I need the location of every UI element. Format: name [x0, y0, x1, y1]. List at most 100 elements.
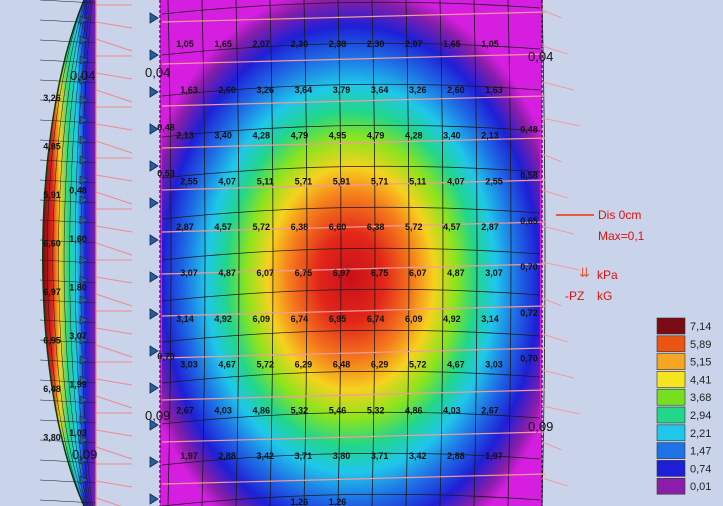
side-support-marker-icon [79, 35, 89, 45]
cell-value-label: 3,26 [409, 85, 427, 95]
cell-value-label: 4,87 [447, 268, 465, 278]
mesh-horizontal-line [161, 42, 541, 56]
side-mesh-line [39, 239, 97, 244]
legend-swatch [656, 477, 686, 495]
cell-value-label: 6,38 [291, 222, 309, 232]
pressure-line [161, 137, 546, 149]
legend-swatch [656, 353, 686, 370]
cell-value-label: 4,67 [447, 360, 465, 370]
mesh-horizontal-line [161, 83, 541, 97]
cell-value-label: 1,05 [176, 39, 194, 49]
side-support-marker-icon [79, 135, 89, 145]
legend-label: 5,89 [690, 339, 711, 351]
side-support-marker-icon [79, 55, 89, 65]
cell-value-label: 4,95 [329, 131, 347, 141]
side-mesh-line [39, 419, 97, 424]
cell-value-label: 4,92 [443, 314, 461, 324]
cell-value-label: 4,86 [405, 405, 423, 415]
cell-value-label: 2,87 [481, 222, 499, 232]
cell-value-label: 4,92 [214, 314, 232, 324]
cell-value-label: 4,67 [218, 360, 236, 370]
legend-swatch [656, 442, 686, 459]
side-value-label: 1,99 [69, 380, 87, 390]
side-pressure-line [95, 72, 133, 80]
side-mesh-line [39, 139, 97, 144]
cell-value-label: 2,55 [180, 176, 198, 186]
cell-value-label: 6,95 [329, 314, 347, 324]
cell-value-label: 3,40 [443, 131, 461, 141]
plate-mesh [161, 0, 546, 506]
side-mesh-line [39, 479, 97, 484]
mesh-horizontal-line [161, 329, 541, 343]
cell-value-label: 5,72 [409, 360, 427, 370]
side-support-marker-icon [79, 455, 89, 465]
mesh-vertical-line [269, 0, 274, 506]
mesh-vertical-line [201, 0, 206, 506]
mesh-vertical-line [405, 0, 410, 506]
plate-value-labels: 1,05 1,65 2,07 2,30 2,38 2,30 2,07 1,65 1,05 1,63… [157, 39, 538, 506]
cell-value-label: 1,65 [443, 39, 461, 49]
cell-value-label: 5,46 [329, 405, 347, 415]
legend-label: 2,94 [690, 410, 711, 422]
cell-value-label: 4,79 [367, 131, 385, 141]
cell-value-label: 4,07 [447, 176, 465, 186]
disp-top-right: 0,04 [528, 49, 553, 64]
pressure-line [161, 347, 546, 359]
side-support-marker-icon [79, 355, 89, 365]
cell-value-label: 3,07 [180, 268, 198, 278]
pressure-line [541, 153, 563, 163]
side-support-marker-icon [79, 215, 89, 225]
cell-value-label: 3,42 [256, 451, 274, 461]
side-mesh-line [39, 339, 97, 344]
side-value-label: 6,48 [43, 384, 61, 394]
side-mesh-line [39, 99, 97, 104]
mesh-horizontal-line [161, 206, 541, 220]
mesh-vertical-line [439, 0, 444, 506]
pressure-line [541, 441, 563, 451]
side-mesh-line [39, 359, 97, 364]
pressure-line [541, 261, 581, 271]
cell-value-label: 3,03 [180, 360, 198, 370]
mesh-vertical-line [473, 0, 478, 506]
color-legend: 7,14 5,89 5,15 4,41 3,68 2,94 2,21 1,47 0,74 0,01 [656, 317, 711, 495]
pressure-line [541, 9, 563, 19]
pressure-line [541, 189, 569, 199]
legend-label: 1,47 [690, 446, 711, 458]
kg-label: kG [597, 289, 612, 303]
side-elevation-panel: 3,26 4,85 0,48 5,91 1,60 6,60 1,80 6,97 3,07 6,95… [39, 0, 133, 506]
cell-value-label: 3,79 [333, 85, 351, 95]
support-marker-icon [149, 493, 159, 505]
cell-value-label: 6,97 [333, 268, 351, 278]
side-mesh-line [39, 399, 97, 404]
side-pressure-line [95, 293, 133, 307]
cell-value-label: 2,13 [176, 131, 194, 141]
side-support-marker-icon [79, 335, 89, 345]
mesh-vertical-line [541, 0, 546, 506]
side-mesh-line [39, 0, 97, 4]
cell-value-label: 5,11 [257, 176, 274, 186]
cell-value-label: 3,40 [214, 131, 232, 141]
legend-swatch [656, 406, 686, 424]
side-pressure-line [95, 327, 133, 335]
disp-top-mid: 0,04 [145, 65, 170, 80]
cell-value-label: 2,60 [218, 85, 236, 95]
side-mesh-line [39, 379, 97, 384]
kpa-label: kPa [597, 268, 618, 282]
side-pressure-line [95, 378, 133, 386]
cell-value-label: 6,48 [333, 360, 351, 370]
side-mesh-line [39, 319, 97, 324]
cell-value-label: 5,72 [405, 222, 423, 232]
plate-pressure-lines [161, 9, 581, 487]
side-support-marker-icon [79, 275, 89, 285]
cell-value-label: 4,57 [443, 222, 461, 232]
cell-value-label: 6,07 [409, 268, 427, 278]
side-value-label: 3,80 [43, 433, 61, 443]
cell-value-label: 6,38 [367, 222, 385, 232]
cell-value-label: 1,97 [180, 451, 198, 461]
edge-value-label: 0,48 [157, 123, 175, 133]
pressure-line [161, 53, 546, 65]
cell-value-label: 5,32 [367, 405, 385, 415]
disp-top-left: 0,04 [70, 68, 95, 83]
support-marker-icon [149, 160, 159, 172]
side-support-marker-icon [79, 235, 89, 245]
